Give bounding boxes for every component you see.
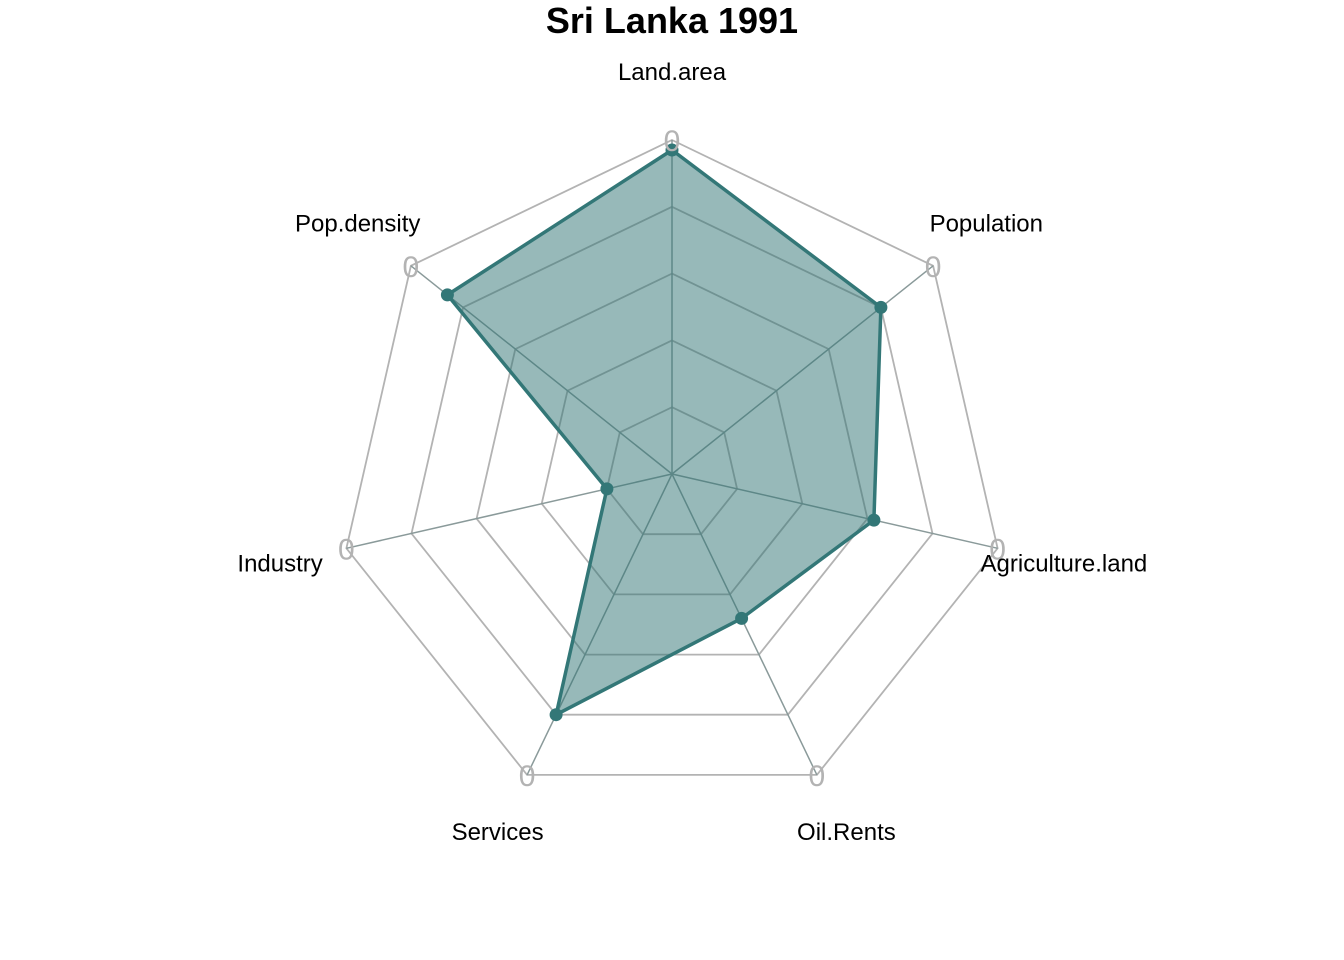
data-point-services [549, 708, 563, 722]
series-area [445, 148, 883, 717]
axis-label-agriculture-land: Agriculture.land [981, 551, 1148, 578]
data-point-pop-density [440, 288, 454, 302]
axis-label-industry: Industry [237, 551, 322, 578]
max-label: 0 [989, 533, 1006, 566]
chart-title: Sri Lanka 1991 [546, 0, 798, 41]
max-label: 0 [809, 760, 826, 793]
data-point-industry [600, 482, 614, 496]
data-series [440, 143, 888, 722]
axis-label-pop-density: Pop.density [295, 210, 420, 237]
data-point-land-area [665, 143, 679, 157]
axis-max-labels: 0 0 0 0 0 0 0 [338, 125, 1006, 793]
max-label: 0 [338, 533, 355, 566]
data-point-oil-rents [735, 611, 749, 625]
axis-label-land-area: Land.area [618, 59, 727, 86]
data-point-agriculture-land [867, 513, 881, 527]
axis-label-services: Services [452, 819, 544, 846]
max-label: 0 [403, 251, 420, 284]
data-point-population [874, 300, 888, 314]
axis-label-oil-rents: Oil.Rents [797, 819, 896, 846]
axis-label-population: Population [930, 210, 1043, 237]
max-label: 0 [664, 125, 681, 158]
max-label: 0 [519, 760, 536, 793]
grid-ring-4 [410, 205, 934, 716]
grid-ring-5 [345, 139, 999, 776]
axis-labels: Land.area Population Agriculture.land Oil.R… [237, 59, 1147, 846]
max-label: 0 [925, 251, 942, 284]
